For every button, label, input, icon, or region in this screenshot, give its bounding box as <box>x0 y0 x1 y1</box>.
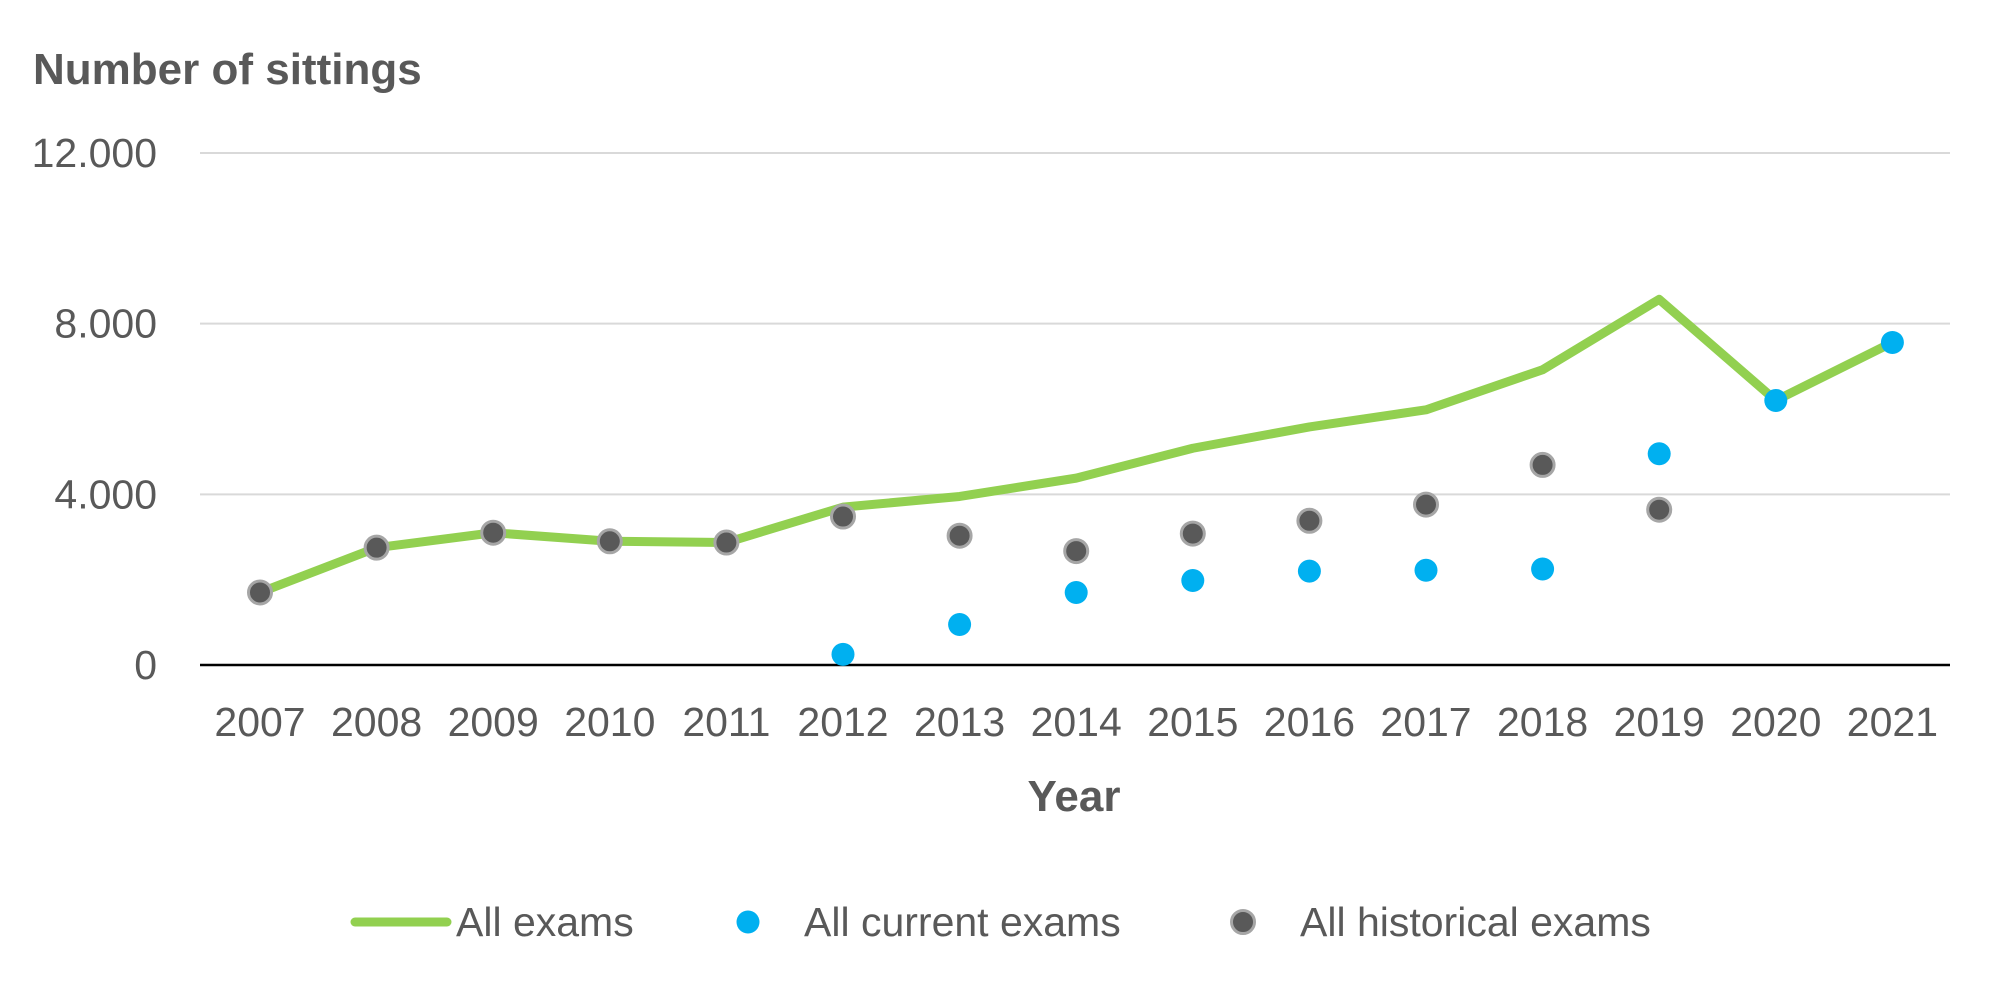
x-tick-label: 2019 <box>1614 699 1705 745</box>
legend-label: All historical exams <box>1300 899 1651 945</box>
x-tick-label: 2018 <box>1497 699 1588 745</box>
series-layer <box>247 294 1904 666</box>
historical-exams-point <box>1063 538 1090 565</box>
current-exams-point <box>1414 558 1438 582</box>
current-exams-point <box>1764 388 1788 412</box>
historical-exams-point <box>1179 520 1206 547</box>
current-exams-point <box>831 642 855 666</box>
historical-exams-point <box>1413 491 1439 518</box>
historical-exams-point <box>596 528 623 555</box>
historical-exams-point <box>713 529 740 556</box>
historical-exams-point <box>247 579 273 606</box>
current-exams-point <box>1531 557 1555 581</box>
x-tick-label: 2012 <box>797 699 888 745</box>
historical-exams-point <box>946 522 973 549</box>
current-exams-point <box>1647 442 1671 466</box>
x-tick-label: 2010 <box>564 699 655 745</box>
historical-exams-point <box>363 534 390 561</box>
historical-exams-point <box>1529 451 1556 478</box>
x-tick-label: 2017 <box>1380 699 1471 745</box>
x-axis-title: Year <box>1028 772 1121 821</box>
x-tick-label: 2015 <box>1147 699 1238 745</box>
x-tick-label: 2016 <box>1264 699 1355 745</box>
y-axis-title: Number of sittings <box>33 45 422 94</box>
historical-exams-point <box>1646 496 1673 523</box>
current-exams-point <box>1181 569 1205 593</box>
legend-label: All exams <box>456 899 634 945</box>
current-exams-point <box>1297 559 1321 583</box>
y-tick-labels: 0 4.000 8.000 12.000 <box>32 130 157 688</box>
x-tick-label: 2014 <box>1031 699 1122 745</box>
current-exams-point <box>948 612 972 636</box>
x-tick-label: 2011 <box>682 699 770 745</box>
x-tick-label: 2009 <box>448 699 539 745</box>
x-tick-label: 2008 <box>331 699 422 745</box>
x-tick-labels: 2007 2008 2009 2010 2011 2012 2013 2014 2015 2016… <box>214 699 1938 745</box>
current-exams-point <box>1880 330 1904 354</box>
historical-exams-point <box>480 519 507 546</box>
legend-swatch-historical-exams <box>1230 909 1256 935</box>
historical-exams-point <box>830 503 856 530</box>
y-tick-label: 4.000 <box>54 471 157 517</box>
historical-exams-point <box>1296 507 1323 534</box>
y-tick-label: 8.000 <box>54 301 157 347</box>
grid-layer <box>200 152 1950 667</box>
current-exams-point <box>1064 580 1088 604</box>
x-tick-label: 2013 <box>914 699 1005 745</box>
series-line-all-exams <box>255 294 1897 597</box>
x-tick-label: 2020 <box>1730 699 1821 745</box>
y-tick-label: 12.000 <box>32 130 157 176</box>
legend-label: All current exams <box>804 899 1121 945</box>
legend: All exams All current exams All historical… <box>350 899 1651 945</box>
y-tick-label: 0 <box>134 642 157 688</box>
x-tick-label: 2021 <box>1847 699 1938 745</box>
legend-swatch-current-exams <box>736 910 760 934</box>
x-tick-label: 2007 <box>214 699 305 745</box>
